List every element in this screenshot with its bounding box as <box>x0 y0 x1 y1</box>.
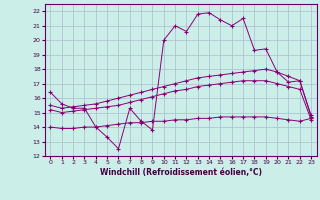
X-axis label: Windchill (Refroidissement éolien,°C): Windchill (Refroidissement éolien,°C) <box>100 168 262 177</box>
